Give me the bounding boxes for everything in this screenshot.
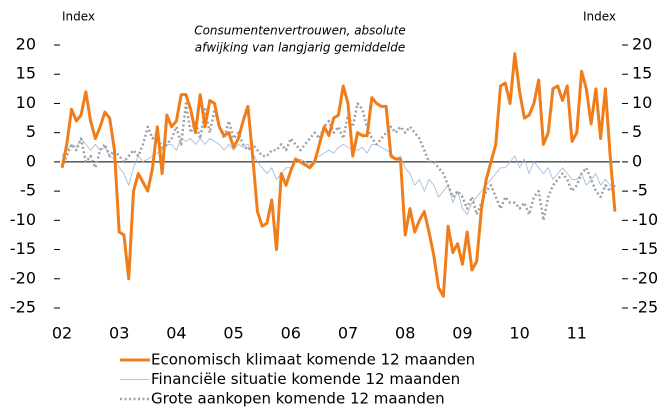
x-tick-label: 02	[52, 324, 72, 343]
x-tick-label: 06	[281, 324, 301, 343]
y-tick-label: 5	[26, 122, 36, 141]
y2-tick-label: 20	[632, 35, 652, 54]
y-tick-label: -10	[10, 210, 36, 229]
y2-tick-label: -5	[632, 181, 648, 200]
y2-tick-label: -25	[632, 298, 658, 317]
series-line	[60, 102, 616, 222]
y-axis-label: Index	[62, 10, 95, 24]
x-tick-label: 07	[338, 324, 358, 343]
legend-label: Grote aankopen komende 12 maanden	[151, 390, 445, 408]
y2-tick-label: 10	[632, 93, 652, 112]
y-tick-label: 15	[16, 64, 36, 83]
x-tick-label: 04	[166, 324, 186, 343]
legend-label: Economisch klimaat komende 12 maanden	[151, 351, 475, 369]
y2-tick-label: 5	[632, 122, 642, 141]
chart-subtitle: afwijking van langjarig gemiddelde	[195, 41, 406, 55]
series-line	[60, 52, 617, 298]
x-tick-label: 03	[109, 324, 129, 343]
y2-axis-label: Index	[583, 10, 616, 24]
y-tick-label: -20	[10, 268, 36, 287]
x-tick-label: 11	[567, 324, 587, 343]
y-tick-label: 0	[26, 151, 36, 170]
y-tick-label: -15	[10, 239, 36, 258]
y2-tick-label: -20	[632, 268, 658, 287]
y-tick-label: -5	[20, 181, 36, 200]
y2-tick-label: -15	[632, 239, 658, 258]
y-tick-label: -25	[10, 298, 36, 317]
y2-tick-label: 0	[632, 151, 642, 170]
x-tick-label: 08	[395, 324, 415, 343]
y-tick-label: 10	[16, 93, 36, 112]
x-tick-label: 09	[452, 324, 472, 343]
x-tick-label: 05	[223, 324, 243, 343]
y2-tick-label: 15	[632, 64, 652, 83]
y2-tick-label: -10	[632, 210, 658, 229]
y-tick-label: 20	[16, 35, 36, 54]
legend-label: Financiële situatie komende 12 maanden	[151, 370, 460, 388]
x-tick-label: 10	[509, 324, 529, 343]
chart-subtitle: Consumentenvertrouwen, absolute	[194, 24, 406, 38]
